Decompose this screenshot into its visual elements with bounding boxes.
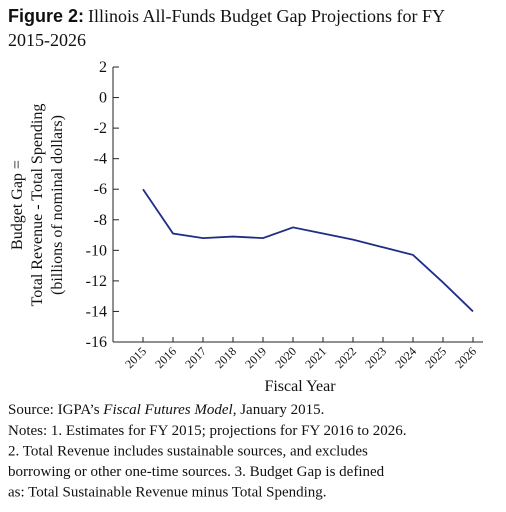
source: Source: IGPA’s Fiscal Futures Model, Jan… xyxy=(8,402,324,418)
x-tick-label: 2018 xyxy=(212,344,239,371)
title-text: Illinois All-Funds Budget Gap Projection… xyxy=(88,6,445,26)
x-tick-label: 2022 xyxy=(332,344,359,371)
y-tick-label: -12 xyxy=(86,273,107,290)
line xyxy=(142,188,474,313)
title: Figure 2: Illinois All-Funds Budget Gap P… xyxy=(8,6,445,26)
y-tick-label: 0 xyxy=(99,90,107,107)
title-line2: 2015-2026 xyxy=(8,30,86,50)
figure-label: Figure 2: xyxy=(8,6,84,26)
x-tick-label: 2019 xyxy=(242,344,269,371)
y-tick-label: -4 xyxy=(94,151,107,168)
x-tick-label: 2017 xyxy=(182,344,209,371)
x-axis-label: Fiscal Year xyxy=(264,378,336,395)
source-model: Fiscal Futures Model xyxy=(102,402,232,418)
note-line: 2. Total Revenue includes sustainable so… xyxy=(8,444,368,460)
y-tick-label: -2 xyxy=(94,120,107,137)
x-tick-label: 2026 xyxy=(452,344,479,371)
y-tick-label: -6 xyxy=(94,181,107,198)
y-tick-label: -8 xyxy=(94,212,107,229)
y-tick-label: 2 xyxy=(99,59,107,76)
x-tick-label: 2016 xyxy=(152,344,179,371)
x-tick-label: 2021 xyxy=(302,344,329,371)
y-tick-label: -10 xyxy=(86,242,107,259)
source-text: Source: IGPA’s xyxy=(8,402,103,418)
x-tick-label: 2024 xyxy=(392,344,419,371)
note-line: borrowing or other one-time sources. 3. … xyxy=(8,464,385,480)
y-tick-label: -16 xyxy=(86,334,107,351)
y-axis-label: (billions of nominal dollars) xyxy=(49,115,66,295)
x-tick-label: 2025 xyxy=(422,344,449,371)
x-tick-label: 2020 xyxy=(272,344,299,371)
source-date: , January 2015. xyxy=(233,402,325,418)
y-axis-label: Budget Gap = xyxy=(9,160,26,250)
x-tick-label: 2023 xyxy=(362,344,389,371)
x-tick-label: 2015 xyxy=(122,344,149,371)
note-line: Notes: 1. Estimates for FY 2015; project… xyxy=(8,423,406,439)
note-line: as: Total Sustainable Revenue minus Tota… xyxy=(8,485,327,501)
y-axis-label: Total Revenue - Total Spending xyxy=(29,104,46,307)
y-tick-label: -14 xyxy=(86,303,107,320)
